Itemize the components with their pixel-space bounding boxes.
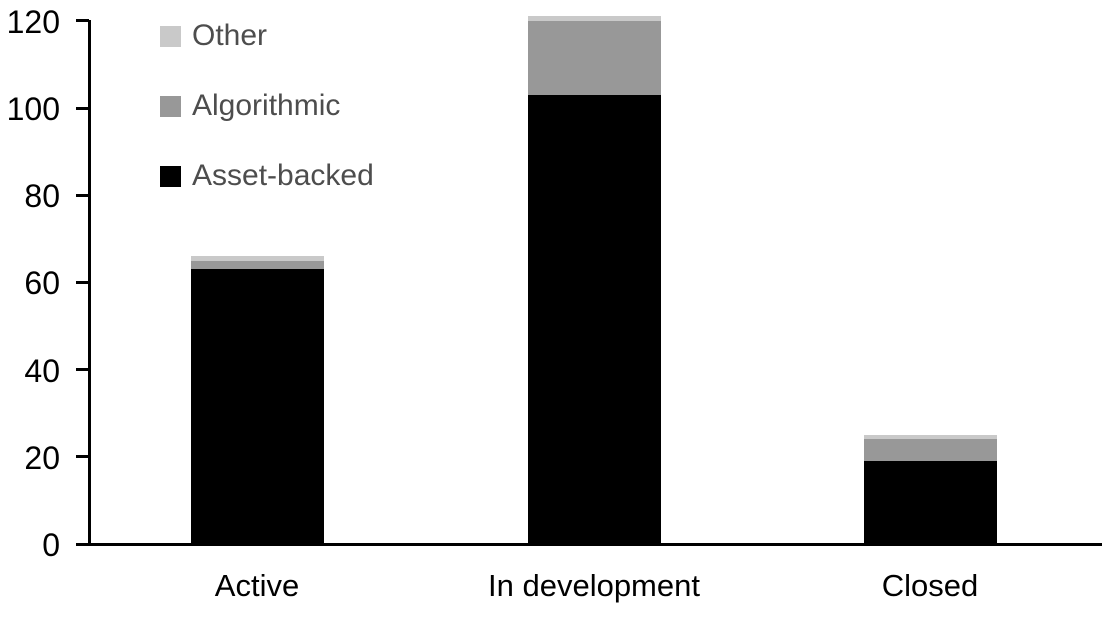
bar-segment-in-development-asset-backed [527, 94, 661, 544]
y-axis-line [88, 20, 91, 546]
y-tick-label: 120 [6, 3, 60, 40]
bar-segment-active-asset-backed [190, 269, 324, 544]
x-category-label-in-development: In development [488, 568, 700, 603]
legend-swatch-icon [160, 95, 181, 117]
y-tick-label: 20 [24, 439, 60, 476]
bar-segment-in-development-algorithmic [527, 20, 661, 95]
bar-segment-active-other [190, 256, 324, 261]
y-tick-mark [76, 106, 89, 110]
y-tick-mark [76, 542, 89, 546]
legend: Other Algorithmic Asset-backed [160, 18, 374, 228]
y-tick-mark [76, 455, 89, 459]
y-tick-mark [76, 19, 89, 23]
y-tick-mark [76, 368, 89, 372]
legend-swatch-icon [160, 25, 181, 47]
legend-label: Algorithmic [192, 89, 341, 122]
y-tick-label: 80 [24, 178, 60, 215]
bar-segment-closed-algorithmic [863, 439, 997, 462]
y-tick-label: 40 [24, 352, 60, 389]
x-category-label-closed: Closed [881, 568, 979, 603]
bar-segment-closed-asset-backed [863, 461, 997, 544]
bar-segment-closed-other [863, 435, 997, 440]
y-tick-label: 0 [42, 527, 60, 563]
bar-segment-active-algorithmic [190, 260, 324, 270]
y-tick-mark [76, 280, 89, 284]
legend-swatch-icon [160, 165, 181, 187]
legend-item-other: Other [160, 18, 374, 54]
legend-item-algorithmic: Algorithmic [160, 88, 374, 124]
x-category-label-active: Active [214, 568, 300, 603]
legend-item-asset-backed: Asset-backed [160, 158, 374, 194]
y-tick-label: 60 [24, 265, 60, 302]
bar-segment-in-development-other [527, 16, 661, 21]
legend-label: Asset-backed [192, 159, 374, 192]
y-tick-mark [76, 193, 89, 197]
x-axis-line [88, 543, 1102, 546]
legend-label: Other [192, 19, 268, 52]
y-tick-label: 100 [6, 91, 60, 127]
